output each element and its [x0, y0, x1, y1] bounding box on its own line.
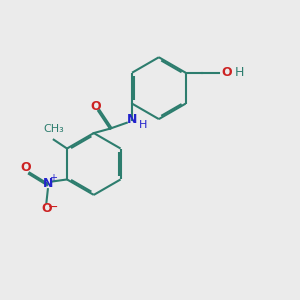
Text: +: + [49, 173, 57, 183]
Text: N: N [127, 113, 137, 126]
Text: H: H [139, 120, 147, 130]
Text: CH₃: CH₃ [44, 124, 64, 134]
Text: O: O [41, 202, 52, 214]
Text: −: − [48, 201, 58, 214]
Text: N: N [43, 177, 53, 190]
Text: O: O [90, 100, 101, 113]
Text: O: O [21, 161, 32, 174]
Text: H: H [235, 66, 244, 79]
Text: O: O [221, 66, 232, 79]
